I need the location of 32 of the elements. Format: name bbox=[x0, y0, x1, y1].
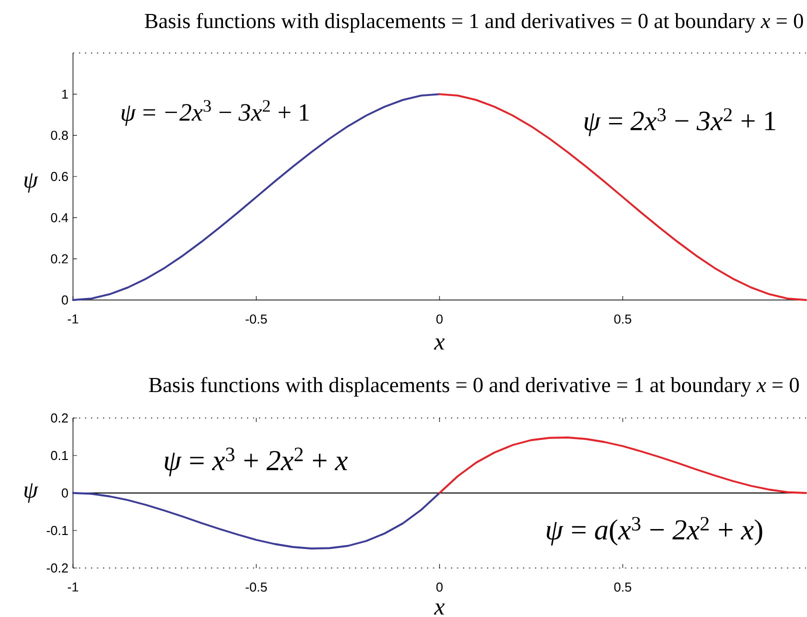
line-series bbox=[438, 93, 807, 301]
y-tick-label: 0.8 bbox=[50, 130, 68, 140]
x-tick-label: -0.5 bbox=[246, 582, 267, 592]
y-tick-label: 0.2 bbox=[50, 254, 68, 264]
y-tick-label: -0.1 bbox=[46, 526, 68, 536]
x-tick-label: -1 bbox=[68, 582, 78, 592]
series-label: ψ = 2x$^{3}$ − 3x$^{2}$ + 1 bbox=[584, 108, 776, 136]
text: ψ = a(x$^{3}$ − 2x$^{2}$ + x) bbox=[546, 516, 762, 546]
y-tick-label: 0.4 bbox=[50, 213, 68, 222]
x-tick-label: 0 bbox=[436, 582, 443, 592]
x-tick-label: 0.5 bbox=[614, 314, 632, 324]
y-axis-title: ψ bbox=[24, 483, 38, 503]
y-tick-label: 0.1 bbox=[50, 450, 68, 460]
series-label: ψ = −2x$^{3}$ − 3x$^{2}$ + 1 bbox=[122, 100, 309, 126]
y-tick-label: 0 bbox=[62, 295, 68, 305]
line-series bbox=[72, 492, 440, 550]
y-tick-label: 0.2 bbox=[50, 413, 68, 423]
y-tick-label: 0.6 bbox=[50, 172, 68, 182]
y-tick-label: -0.2 bbox=[46, 563, 68, 573]
text: ψ = x$^{3}$ + 2x$^{2}$ + x bbox=[164, 448, 348, 476]
y-axis-title: ψ bbox=[24, 173, 38, 193]
line-series bbox=[438, 436, 807, 494]
x-tick-label: 0.5 bbox=[614, 582, 632, 592]
y-tick-label: 1 bbox=[62, 90, 68, 99]
x-tick-label: -0.5 bbox=[246, 314, 267, 324]
x-tick-label: -1 bbox=[68, 314, 78, 324]
x-tick-label: 0 bbox=[436, 314, 443, 324]
y-tick-label: 0 bbox=[62, 488, 68, 498]
chart-title: Basis functions with displacements = 1 and derivatives = 0 at boundary x = 0 bbox=[144, 12, 804, 33]
x-axis-title: x bbox=[434, 338, 445, 350]
chart-title: Basis functions with displacements = 0 and derivative = 1 at boundary x = 0 bbox=[148, 376, 799, 397]
x-axis-title: x bbox=[434, 604, 445, 615]
